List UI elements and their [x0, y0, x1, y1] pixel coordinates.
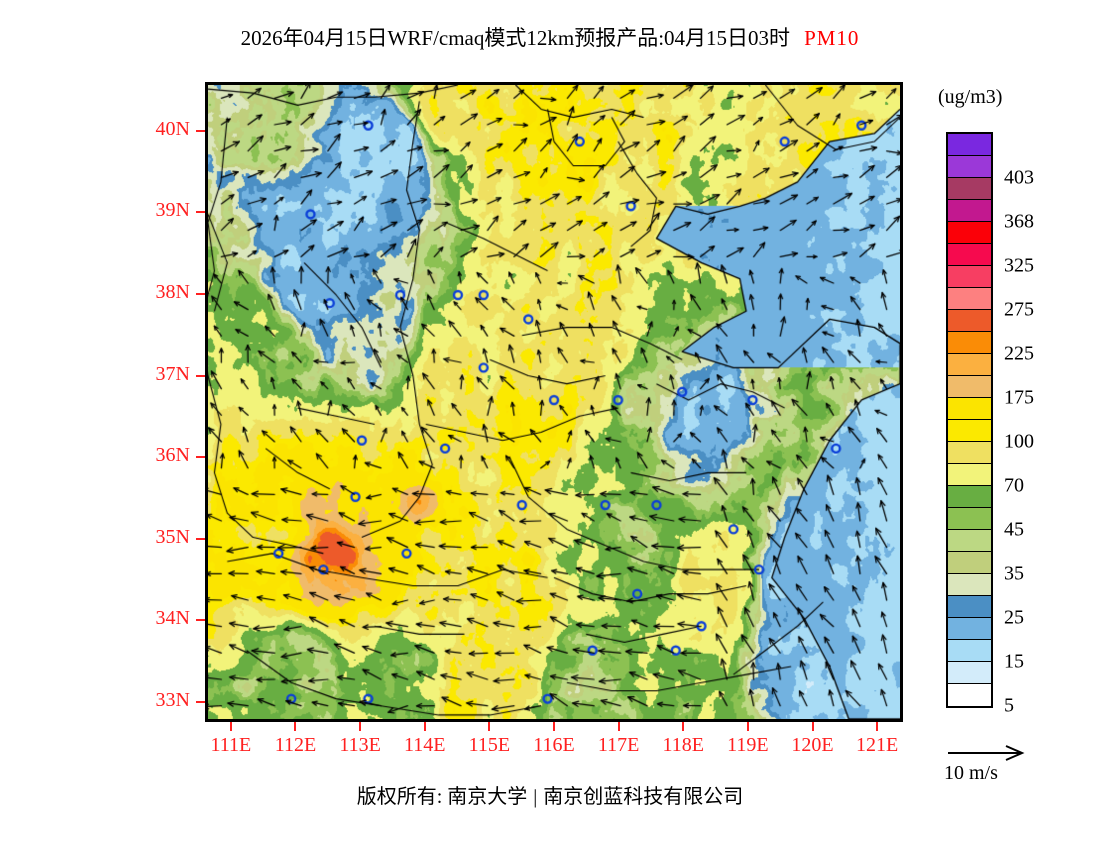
x-tick: [294, 722, 297, 731]
x-axis-label: 120E: [791, 734, 834, 756]
y-tick: [196, 700, 205, 703]
colorbar-cell: [948, 684, 991, 706]
colorbar-cell: [948, 200, 991, 222]
wind-scale-legend: 10 m/s: [944, 744, 1094, 794]
colorbar-cell: [948, 134, 991, 156]
colorbar-cell: [948, 310, 991, 332]
x-tick: [553, 722, 555, 731]
colorbar-cell: [948, 662, 991, 684]
colorbar-tick-label: 275: [1004, 298, 1034, 321]
colorbar-tick-label: 175: [1004, 386, 1034, 409]
colorbar-cell: [948, 178, 991, 200]
x-axis-label: 118E: [662, 734, 704, 756]
colorbar-cells: [946, 132, 993, 708]
colorbar-tick-label: 5: [1004, 694, 1014, 717]
y-axis-label: 36N: [155, 444, 190, 467]
x-axis-label: 113E: [339, 734, 381, 756]
colorbar-cell: [948, 574, 991, 596]
map-plot-area: [205, 82, 903, 722]
footer-copyright: 版权所有: 南京大学 | 南京创蓝科技有限公司: [0, 780, 1100, 809]
x-axis-label: 112E: [274, 734, 317, 756]
colorbar-cell: [948, 618, 991, 640]
y-axis-label: 39N: [155, 199, 190, 222]
footer-copyright-text: 版权所有: 南京大学: [356, 786, 528, 808]
y-axis-label: 33N: [155, 688, 190, 711]
colorbar-cell: [948, 486, 991, 508]
title-main: 2026年04月15日WRF/cmaq模式12km预报产品:04月15日03时: [240, 26, 791, 50]
colorbar-cell: [948, 398, 991, 420]
colorbar-unit-label: (ug/m3): [938, 86, 1003, 108]
colorbar-cell: [948, 332, 991, 354]
colorbar-tick-label: 35: [1004, 562, 1024, 585]
page-title: 2026年04月15日WRF/cmaq模式12km预报产品:04月15日03时 P…: [0, 22, 1100, 52]
x-tick: [229, 722, 232, 731]
colorbar-tick-label: 15: [1004, 650, 1024, 673]
colorbar-cell: [948, 288, 991, 310]
colorbar-tick-label: 70: [1004, 474, 1024, 497]
y-axis-label: 34N: [155, 607, 190, 630]
x-axis-label: 119E: [727, 734, 769, 756]
colorbar-tick-label: 45: [1004, 518, 1024, 541]
x-tick: [359, 722, 362, 731]
x-axis-label: 114E: [403, 734, 446, 756]
y-tick: [196, 292, 205, 295]
y-axis-label: 38N: [155, 280, 190, 303]
colorbar-tick-label: 100: [1004, 430, 1034, 453]
x-tick: [617, 722, 620, 731]
pm10-contour-map: [208, 85, 900, 719]
colorbar: (ug/m3) 403 368 325 275 225 175 100 70 45 35 25 15 5: [938, 86, 1096, 732]
colorbar-tick-label: 403: [1004, 166, 1034, 189]
colorbar-tick-label: 225: [1004, 342, 1034, 365]
colorbar-cell: [948, 156, 991, 178]
x-axis-label: 116E: [533, 734, 575, 756]
y-axis-label: 40N: [155, 117, 190, 140]
colorbar-cell: [948, 596, 991, 618]
colorbar-tick-label: 25: [1004, 606, 1024, 629]
y-axis-label: 37N: [155, 362, 190, 385]
x-axis-label: 115E: [468, 734, 511, 756]
colorbar-cell: [948, 376, 991, 398]
wind-scale-label: 10 m/s: [944, 762, 998, 784]
x-axis-label: 111E: [210, 734, 252, 756]
x-tick: [423, 722, 426, 731]
x-tick: [876, 722, 879, 731]
y-tick: [196, 374, 205, 377]
colorbar-cell: [948, 464, 991, 486]
x-tick: [811, 722, 814, 731]
footer-separator: |: [533, 786, 538, 808]
x-tick: [488, 722, 491, 731]
colorbar-cell: [948, 640, 991, 662]
y-tick: [196, 456, 205, 459]
colorbar-cell: [948, 552, 991, 574]
colorbar-cell: [948, 508, 991, 530]
x-axis-label: 117E: [597, 734, 640, 756]
colorbar-cell: [948, 354, 991, 376]
y-tick: [196, 537, 205, 540]
y-tick: [196, 619, 205, 622]
footer-company-text: 南京创蓝科技有限公司: [543, 786, 744, 808]
y-tick: [196, 211, 205, 214]
colorbar-cell: [948, 222, 991, 244]
title-species: PM10: [804, 26, 860, 50]
x-tick: [746, 722, 749, 731]
colorbar-cell: [948, 530, 991, 552]
colorbar-tick-label: 325: [1004, 254, 1034, 277]
colorbar-cell: [948, 266, 991, 288]
colorbar-cell: [948, 420, 991, 442]
colorbar-cell: [948, 442, 991, 464]
colorbar-tick-label: 368: [1004, 210, 1034, 233]
y-tick: [196, 129, 205, 132]
colorbar-cell: [948, 244, 991, 266]
y-axis-label: 35N: [155, 525, 190, 548]
wind-arrow-icon: [948, 745, 1025, 761]
x-tick: [682, 722, 685, 731]
x-axis-label: 121E: [856, 734, 899, 756]
